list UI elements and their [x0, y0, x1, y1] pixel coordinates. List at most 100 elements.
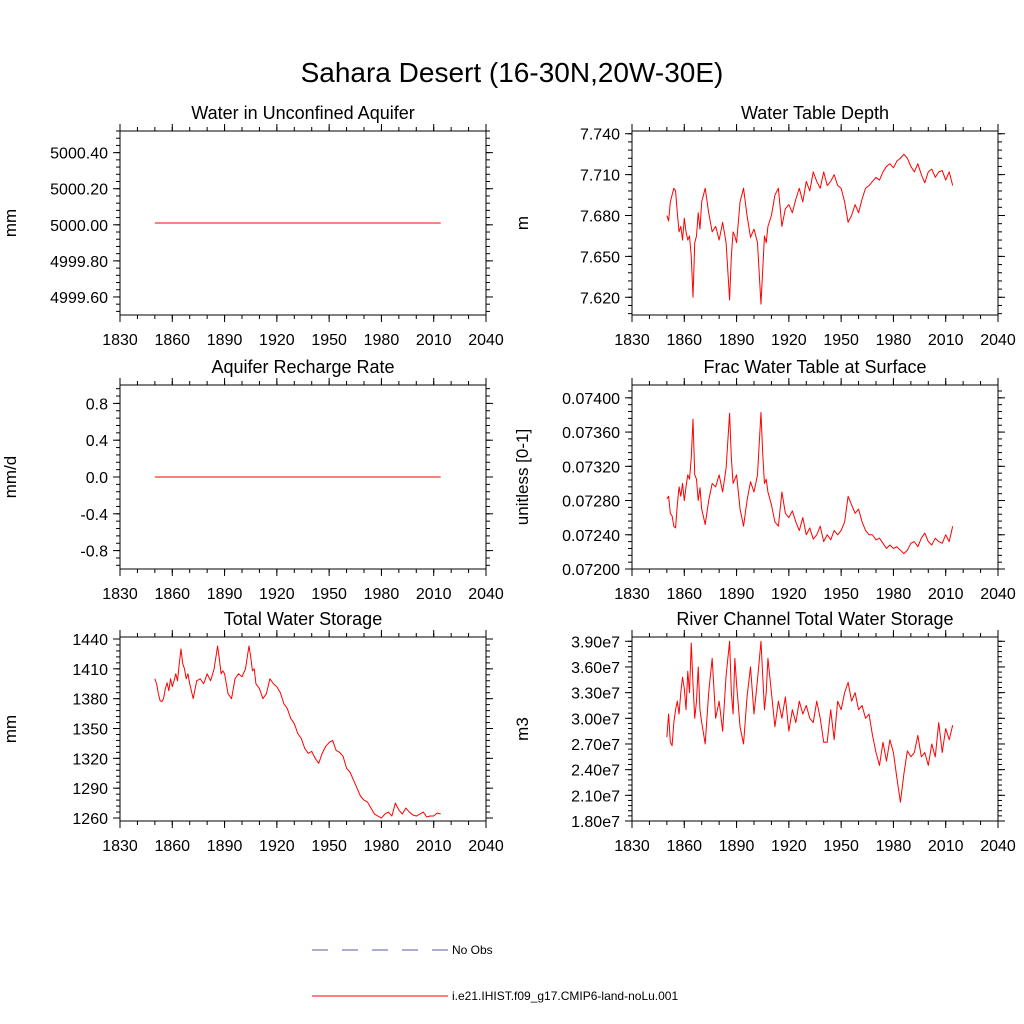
- y-tick-label: 3.90e7: [571, 634, 620, 651]
- plot-frame: [631, 130, 999, 316]
- y-tick-label: 7.710: [580, 168, 620, 185]
- panel-title: River Channel Total Water Storage: [676, 609, 953, 629]
- y-tick-label: 2.40e7: [571, 763, 620, 780]
- x-tick-label: 2010: [928, 838, 964, 855]
- x-tick-label: 1830: [102, 586, 138, 603]
- x-tick-label: 1890: [719, 838, 755, 855]
- y-axis-label: m: [513, 216, 532, 230]
- y-tick-label: 5000.40: [50, 146, 108, 163]
- x-tick-label: 1860: [154, 838, 190, 855]
- x-tick-label: 1830: [102, 838, 138, 855]
- y-tick-label: -0.4: [80, 507, 108, 524]
- y-tick-label: 5000.20: [50, 182, 108, 199]
- y-tick-label: 1350: [72, 722, 108, 739]
- series-line: [666, 411, 954, 555]
- x-tick-label: 1980: [364, 332, 400, 349]
- x-tick-label: 2040: [980, 838, 1016, 855]
- y-tick-label: -0.8: [80, 544, 108, 561]
- x-tick-label: 2010: [416, 586, 452, 603]
- panel-title: Water Table Depth: [741, 103, 889, 123]
- series-line: [666, 153, 954, 305]
- y-tick-label: 1380: [72, 692, 108, 709]
- legend: No Obs i.e21.IHIST.f09_g17.CMIP6-land-noL…: [312, 943, 678, 1003]
- x-tick-label: 2040: [980, 586, 1016, 603]
- x-tick-label: 1920: [771, 586, 807, 603]
- figure-title: Sahara Desert (16-30N,20W-30E): [301, 57, 724, 88]
- y-tick-label: 0.07280: [562, 494, 620, 511]
- x-tick-label: 1890: [719, 586, 755, 603]
- x-tick-label: 2040: [468, 838, 504, 855]
- x-tick-label: 1860: [666, 838, 702, 855]
- y-axis-label: mm/d: [1, 456, 20, 499]
- x-tick-label: 1890: [719, 332, 755, 349]
- x-tick-label: 1860: [154, 586, 190, 603]
- y-tick-label: 7.650: [580, 249, 620, 266]
- y-tick-label: 7.680: [580, 209, 620, 226]
- x-tick-label: 1950: [823, 586, 859, 603]
- x-tick-label: 1950: [311, 838, 347, 855]
- x-tick-label: 1920: [259, 332, 295, 349]
- x-tick-label: 1980: [364, 586, 400, 603]
- panel-5: Total Water Storage mm 1830 1860 1890 1920 195…: [1, 609, 504, 855]
- x-tick-label: 1920: [259, 586, 295, 603]
- panel-4: Frac Water Table at Surface unitless [0-1…: [513, 357, 1016, 603]
- x-tick-label: 2010: [928, 332, 964, 349]
- x-tick-label: 1950: [823, 838, 859, 855]
- y-tick-label: 4999.80: [50, 254, 108, 271]
- x-tick-label: 1860: [666, 332, 702, 349]
- x-tick-label: 2010: [416, 838, 452, 855]
- x-tick-label: 1920: [771, 838, 807, 855]
- y-tick-label: 0.07360: [562, 425, 620, 442]
- legend-label-2: i.e21.IHIST.f09_g17.CMIP6-land-noLu.001: [452, 989, 678, 1003]
- y-axis-label: unitless [0-1]: [513, 429, 532, 525]
- panel-title: Total Water Storage: [224, 609, 382, 629]
- x-tick-label: 2040: [468, 332, 504, 349]
- x-tick-label: 1950: [823, 332, 859, 349]
- y-tick-label: 5000.00: [50, 218, 108, 235]
- legend-label-1: No Obs: [452, 943, 493, 957]
- x-tick-label: 1920: [259, 838, 295, 855]
- x-tick-label: 2010: [416, 332, 452, 349]
- x-tick-label: 2040: [980, 332, 1016, 349]
- y-tick-label: 4999.60: [50, 290, 108, 307]
- panel-1: Water in Unconfined Aquifer mm 1830 1860 189…: [1, 103, 504, 349]
- x-tick-label: 1890: [207, 586, 243, 603]
- panel-title: Aquifer Recharge Rate: [211, 357, 394, 377]
- panel-2: Water Table Depth m 1830 1860 1890 1920 1950 19…: [513, 103, 1016, 349]
- x-tick-label: 1830: [614, 332, 650, 349]
- plot-frame: [119, 130, 487, 316]
- plot-frame: [631, 384, 999, 570]
- y-tick-label: 7.620: [580, 290, 620, 307]
- x-tick-label: 1950: [311, 586, 347, 603]
- y-tick-label: 0.0: [86, 470, 108, 487]
- x-tick-label: 2040: [468, 586, 504, 603]
- y-tick-label: 1440: [72, 632, 108, 649]
- x-tick-label: 2010: [928, 586, 964, 603]
- y-tick-label: 0.8: [86, 396, 108, 413]
- y-tick-label: 0.07240: [562, 528, 620, 545]
- y-axis-label: mm: [1, 715, 20, 743]
- x-tick-label: 1860: [666, 586, 702, 603]
- x-tick-label: 1830: [614, 586, 650, 603]
- panel-6: River Channel Total Water Storage m3 1830 1…: [513, 609, 1016, 855]
- y-tick-label: 1290: [72, 781, 108, 798]
- y-tick-label: 2.70e7: [571, 737, 620, 754]
- y-tick-label: 1.80e7: [571, 814, 620, 831]
- x-tick-label: 1830: [102, 332, 138, 349]
- y-tick-label: 0.07320: [562, 459, 620, 476]
- x-tick-label: 1920: [771, 332, 807, 349]
- x-tick-label: 1890: [207, 838, 243, 855]
- y-tick-label: 0.4: [86, 433, 108, 450]
- y-tick-label: 0.07200: [562, 562, 620, 579]
- x-tick-label: 1950: [311, 332, 347, 349]
- y-tick-label: 3.00e7: [571, 711, 620, 728]
- panel-title: Water in Unconfined Aquifer: [191, 103, 414, 123]
- y-axis-label: m3: [513, 717, 532, 741]
- y-tick-label: 2.10e7: [571, 788, 620, 805]
- y-tick-label: 1320: [72, 751, 108, 768]
- y-tick-label: 7.740: [580, 127, 620, 144]
- series-line: [666, 640, 954, 803]
- y-tick-label: 3.60e7: [571, 660, 620, 677]
- y-tick-label: 1260: [72, 811, 108, 828]
